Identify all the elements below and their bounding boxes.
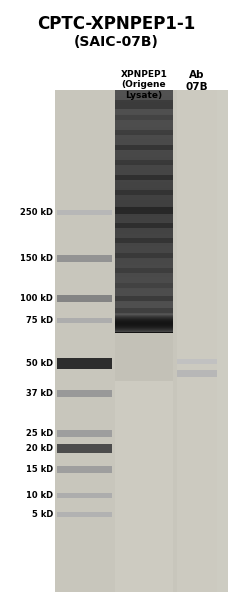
Text: 150 kD: 150 kD — [20, 254, 53, 263]
Text: (SAIC-07B): (SAIC-07B) — [73, 35, 158, 49]
Text: XPNPEP1
(Origene
Lysate): XPNPEP1 (Origene Lysate) — [120, 70, 167, 100]
Text: 50 kD: 50 kD — [26, 359, 53, 368]
Text: 10 kD: 10 kD — [26, 491, 53, 500]
Text: 5 kD: 5 kD — [31, 509, 53, 518]
Text: 37 kD: 37 kD — [26, 389, 53, 398]
Text: CPTC-XPNPEP1-1: CPTC-XPNPEP1-1 — [37, 15, 194, 33]
Text: Ab
07B: Ab 07B — [185, 70, 207, 92]
Text: 15 kD: 15 kD — [26, 464, 53, 473]
Text: 25 kD: 25 kD — [26, 430, 53, 439]
Text: 75 kD: 75 kD — [26, 316, 53, 325]
Text: 20 kD: 20 kD — [26, 445, 53, 454]
Text: 250 kD: 250 kD — [20, 208, 53, 217]
Text: 100 kD: 100 kD — [20, 294, 53, 303]
